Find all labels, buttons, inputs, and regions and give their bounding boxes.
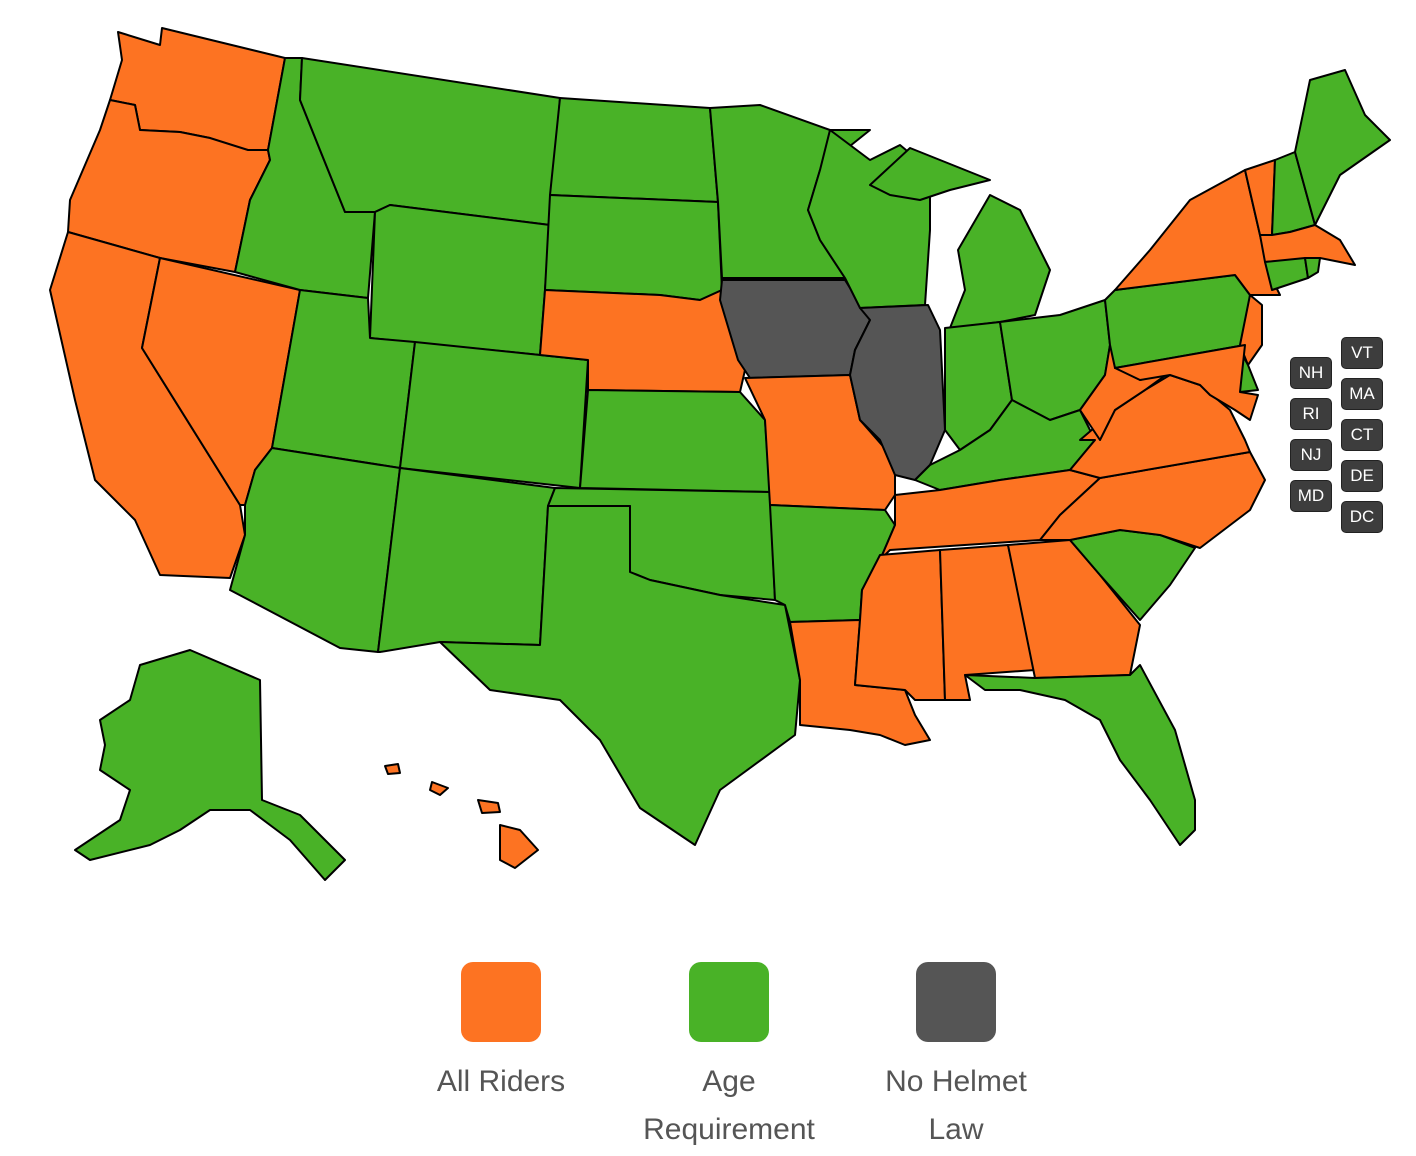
state-IA[interactable] bbox=[719, 279, 871, 379]
state-CT[interactable] bbox=[1264, 257, 1309, 291]
small-state-button-nj[interactable]: NJ bbox=[1290, 439, 1332, 471]
state-WY[interactable] bbox=[369, 204, 551, 356]
state-NM[interactable] bbox=[377, 467, 556, 653]
state-AZ[interactable] bbox=[229, 447, 401, 653]
state-KS[interactable] bbox=[579, 389, 771, 493]
legend-label-no-helmet-law: No Helmet Law bbox=[885, 1065, 1027, 1146]
small-state-button-ri[interactable]: RI bbox=[1290, 398, 1332, 430]
state-MI-upper[interactable] bbox=[869, 147, 991, 201]
state-HI[interactable] bbox=[499, 824, 539, 869]
state-FL[interactable] bbox=[964, 664, 1196, 846]
state-HI-kauai[interactable] bbox=[384, 763, 401, 775]
state-MI[interactable] bbox=[949, 194, 1051, 329]
us-map bbox=[49, 27, 1391, 881]
state-HI-oahu[interactable] bbox=[429, 781, 449, 796]
legend-label-all-riders: All Riders bbox=[436, 1065, 566, 1098]
state-TX[interactable] bbox=[439, 505, 801, 846]
state-SD[interactable] bbox=[544, 194, 723, 301]
small-state-button-dc[interactable]: DC bbox=[1341, 501, 1383, 533]
state-NE[interactable] bbox=[539, 289, 746, 393]
legend-item-all-riders: All Riders bbox=[401, 962, 601, 1106]
legend-swatch-no-helmet-law[interactable] bbox=[916, 962, 996, 1042]
state-ND[interactable] bbox=[549, 97, 719, 203]
small-state-button-vt[interactable]: VT bbox=[1341, 337, 1383, 369]
state-IL[interactable] bbox=[849, 304, 946, 481]
state-AK[interactable] bbox=[74, 649, 346, 881]
small-state-button-de[interactable]: DE bbox=[1341, 460, 1383, 492]
state-ME[interactable] bbox=[1294, 69, 1391, 226]
state-HI-maui[interactable] bbox=[477, 799, 501, 814]
legend-swatch-age-requirement[interactable] bbox=[689, 962, 769, 1042]
state-CO[interactable] bbox=[399, 341, 589, 489]
small-state-button-ct[interactable]: CT bbox=[1341, 419, 1383, 451]
legend-item-no-helmet-law: No Helmet Law bbox=[856, 962, 1056, 1154]
small-state-button-md[interactable]: MD bbox=[1290, 480, 1332, 512]
state-RI[interactable] bbox=[1304, 257, 1321, 279]
legend-item-age-requirement: Age Requirement bbox=[629, 962, 829, 1154]
state-KY[interactable] bbox=[914, 399, 1096, 491]
small-state-button-ma[interactable]: MA bbox=[1341, 378, 1383, 410]
legend-label-age-requirement: Age Requirement bbox=[643, 1065, 815, 1146]
legend-swatch-all-riders[interactable] bbox=[461, 962, 541, 1042]
state-MD[interactable] bbox=[1114, 344, 1259, 421]
small-state-button-nh[interactable]: NH bbox=[1290, 357, 1332, 389]
